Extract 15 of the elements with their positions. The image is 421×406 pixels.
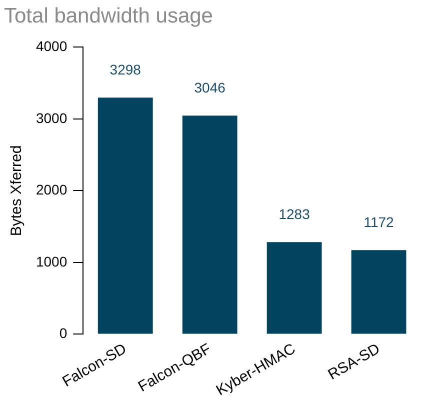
y-tick-label: 0 <box>59 325 68 342</box>
data-label: 3298 <box>110 61 142 78</box>
y-tick-label: 4000 <box>36 38 68 54</box>
data-label: 1283 <box>278 206 310 222</box>
y-axis-title: Bytes Xferred <box>8 145 26 236</box>
bar <box>351 250 406 334</box>
bar <box>266 242 322 334</box>
y-tick-label: 2000 <box>36 182 68 198</box>
y-tick-label: 1000 <box>36 253 68 270</box>
data-label: 1172 <box>364 214 394 230</box>
data-label: 3046 <box>194 80 226 96</box>
chart-title: Total bandwidth usage <box>4 4 213 28</box>
bar <box>98 98 153 334</box>
y-tick-label: 3000 <box>36 110 68 126</box>
bar <box>182 116 238 334</box>
